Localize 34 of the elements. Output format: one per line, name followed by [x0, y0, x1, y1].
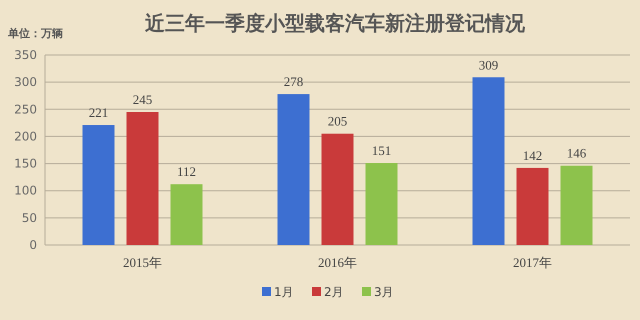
y-tick-label: 250	[14, 102, 37, 116]
bar	[82, 125, 114, 245]
legend-label: 1月	[274, 285, 294, 299]
data-label: 221	[88, 105, 108, 120]
y-tick-label: 0	[29, 238, 37, 252]
data-label: 112	[176, 164, 196, 180]
y-tick-label: 350	[14, 48, 37, 62]
data-label: 278	[284, 74, 304, 90]
y-tick-label: 200	[14, 129, 37, 144]
data-label: 146	[566, 146, 587, 161]
y-tick-label: 300	[14, 75, 37, 90]
legend-label: 2月	[324, 285, 344, 299]
data-label: 151	[372, 143, 392, 158]
chart-title: 近三年一季度小型载客汽车新注册登记情况	[144, 11, 526, 35]
bar	[322, 134, 354, 245]
data-label: 245	[132, 92, 152, 107]
legend-label: 3月	[374, 285, 394, 299]
bar	[170, 184, 202, 245]
x-tick-label: 2015年	[123, 255, 162, 270]
bar	[516, 168, 548, 245]
y-tick-label: 150	[14, 156, 37, 171]
x-tick-label: 2016年	[318, 255, 357, 270]
bar	[560, 166, 592, 245]
data-label: 142	[522, 148, 542, 163]
data-label: 205	[328, 114, 348, 129]
y-tick-label: 100	[14, 184, 37, 198]
bar	[126, 112, 158, 245]
y-axis-title: 单位：万辆	[7, 27, 63, 40]
data-label: 309	[478, 57, 498, 72]
y-tick-label: 50	[22, 210, 37, 225]
x-tick-label: 2017年	[513, 255, 552, 270]
bar	[366, 163, 398, 245]
bar	[472, 77, 504, 245]
bar	[278, 94, 310, 245]
